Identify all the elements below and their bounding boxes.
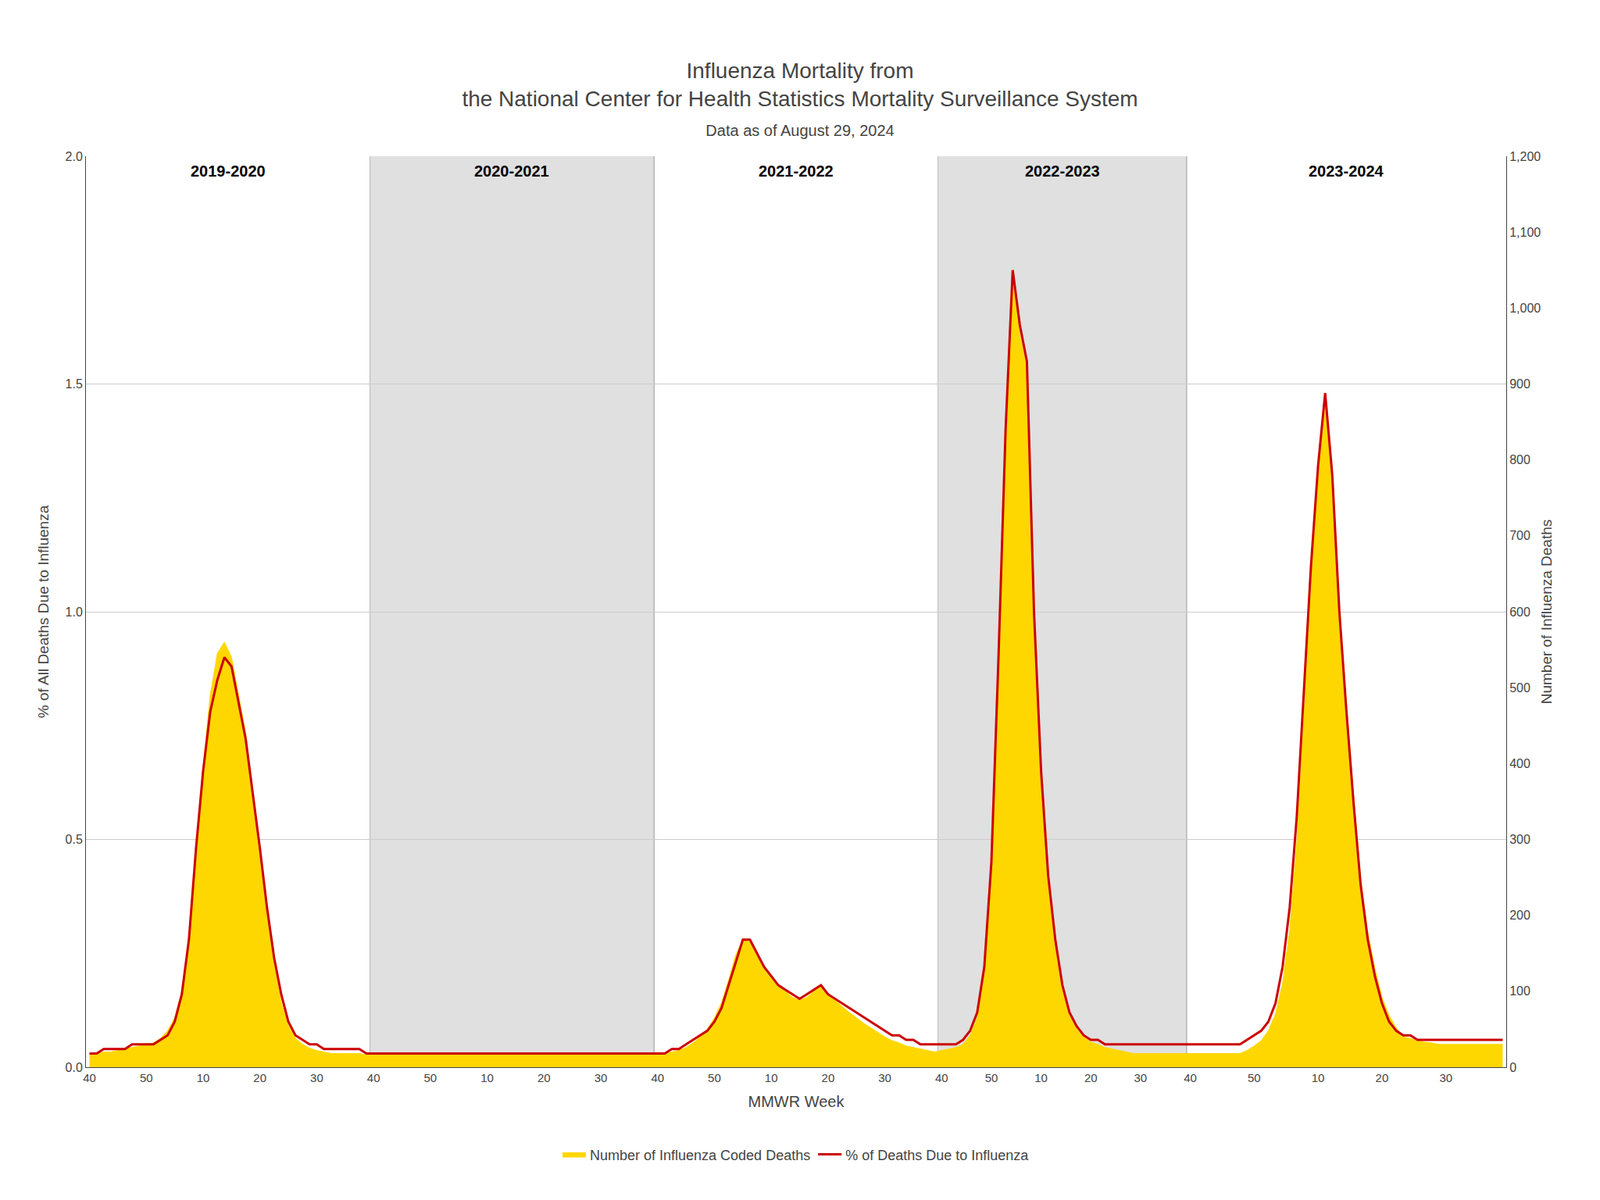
svg-text:2019-2020: 2019-2020 — [190, 162, 266, 180]
svg-text:0.0: 0.0 — [65, 1060, 83, 1075]
svg-text:50: 50 — [707, 1071, 722, 1085]
svg-text:200: 200 — [1509, 908, 1531, 922]
svg-text:Number of Influenza Coded Deat: Number of Influenza Coded Deaths — [589, 1147, 811, 1164]
svg-text:40: 40 — [650, 1071, 665, 1085]
svg-text:10: 10 — [764, 1071, 779, 1085]
svg-text:1,000: 1,000 — [1509, 301, 1541, 315]
svg-text:900: 900 — [1509, 377, 1531, 391]
svg-text:% of All Deaths Due to Influen: % of All Deaths Due to Influenza — [35, 504, 52, 718]
svg-text:30: 30 — [1439, 1071, 1453, 1085]
svg-text:Number of Influenza Deaths: Number of Influenza Deaths — [1538, 519, 1555, 705]
svg-text:10: 10 — [480, 1071, 494, 1085]
svg-text:2021-2022: 2021-2022 — [758, 162, 834, 180]
svg-text:300: 300 — [1509, 832, 1531, 847]
svg-text:2.0: 2.0 — [65, 150, 83, 164]
svg-text:0.5: 0.5 — [65, 832, 83, 847]
svg-text:10: 10 — [1034, 1071, 1048, 1085]
svg-text:1.5: 1.5 — [65, 377, 83, 391]
svg-text:1,100: 1,100 — [1509, 225, 1541, 240]
svg-text:30: 30 — [310, 1071, 324, 1085]
svg-text:50: 50 — [139, 1071, 154, 1085]
svg-text:30: 30 — [1134, 1071, 1148, 1085]
svg-text:400: 400 — [1509, 757, 1531, 771]
svg-text:20: 20 — [253, 1071, 267, 1085]
svg-text:40: 40 — [367, 1071, 381, 1085]
svg-text:50: 50 — [424, 1071, 438, 1085]
svg-text:2022-2023: 2022-2023 — [1025, 162, 1100, 180]
svg-text:1,200: 1,200 — [1509, 150, 1541, 164]
svg-text:% of Deaths Due to Influenza: % of Deaths Due to Influenza — [845, 1147, 1029, 1164]
svg-text:20: 20 — [821, 1071, 836, 1085]
svg-text:20: 20 — [537, 1071, 551, 1085]
svg-text:600: 600 — [1509, 605, 1531, 619]
svg-text:20: 20 — [1375, 1071, 1390, 1085]
svg-text:100: 100 — [1509, 984, 1531, 998]
svg-text:1.0: 1.0 — [65, 605, 83, 619]
svg-text:40: 40 — [82, 1071, 97, 1085]
svg-text:10: 10 — [1311, 1071, 1325, 1085]
svg-text:2023-2024: 2023-2024 — [1308, 162, 1385, 180]
svg-text:30: 30 — [878, 1071, 892, 1085]
svg-text:0: 0 — [1509, 1060, 1517, 1075]
svg-text:10: 10 — [196, 1071, 211, 1085]
svg-text:MMWR Week: MMWR Week — [748, 1092, 846, 1111]
svg-text:700: 700 — [1509, 528, 1531, 543]
svg-text:50: 50 — [1247, 1071, 1261, 1085]
svg-text:Influenza Mortality fromthe Na: Influenza Mortality fromthe National Cen… — [461, 58, 1138, 111]
svg-text:30: 30 — [594, 1071, 608, 1085]
svg-text:800: 800 — [1509, 453, 1531, 467]
svg-text:50: 50 — [985, 1071, 999, 1085]
svg-text:40: 40 — [935, 1071, 949, 1085]
svg-text:20: 20 — [1084, 1071, 1098, 1085]
svg-text:2020-2021: 2020-2021 — [474, 162, 550, 180]
svg-text:40: 40 — [1183, 1071, 1197, 1085]
svg-text:Data as of August 29, 2024: Data as of August 29, 2024 — [705, 121, 894, 140]
svg-text:500: 500 — [1509, 681, 1531, 695]
